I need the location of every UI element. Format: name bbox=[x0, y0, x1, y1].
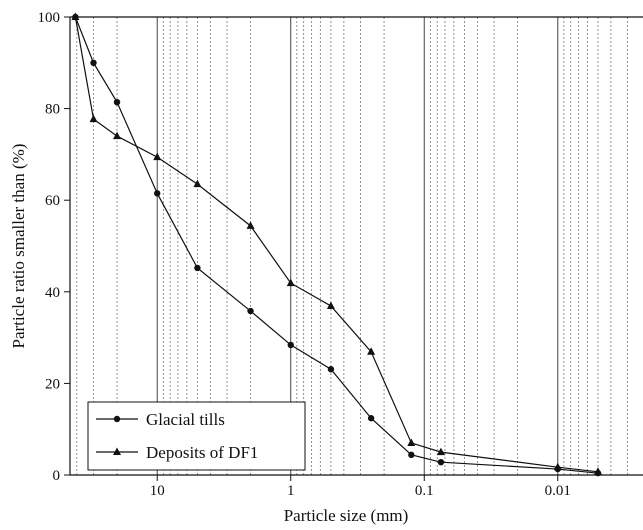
x-tick-label: 0.01 bbox=[545, 483, 571, 499]
marker bbox=[408, 451, 415, 459]
marker bbox=[154, 190, 161, 197]
x-tick-label: 0.1 bbox=[415, 483, 434, 499]
x-axis-label: Particle size (mm) bbox=[284, 506, 409, 525]
marker bbox=[113, 447, 121, 455]
marker bbox=[90, 59, 97, 66]
marker bbox=[153, 152, 162, 161]
marker bbox=[89, 114, 98, 123]
marker bbox=[367, 415, 375, 422]
x-tick-label: 1 bbox=[287, 483, 295, 499]
y-tick-label: 40 bbox=[45, 285, 60, 301]
marker bbox=[437, 458, 445, 466]
marker bbox=[193, 179, 202, 188]
y-tick-label: 100 bbox=[38, 10, 61, 26]
marker bbox=[436, 447, 445, 456]
y-axis-label: Particle ratio smaller than (%) bbox=[9, 144, 28, 349]
marker bbox=[113, 415, 121, 423]
y-tick-label: 60 bbox=[45, 193, 60, 209]
legend-label: Deposits of DF1 bbox=[146, 443, 258, 462]
marker bbox=[287, 341, 294, 349]
legend-box bbox=[87, 401, 306, 471]
marker bbox=[327, 366, 335, 373]
marker bbox=[247, 307, 254, 315]
x-tick-label: 10 bbox=[150, 483, 165, 499]
marker bbox=[286, 278, 295, 287]
marker bbox=[367, 347, 376, 355]
legend-label: Glacial tills bbox=[146, 410, 225, 429]
marker bbox=[407, 438, 416, 446]
marker bbox=[593, 467, 602, 475]
marker bbox=[246, 221, 255, 229]
marker bbox=[71, 12, 80, 20]
marker bbox=[113, 98, 121, 106]
y-tick-label: 80 bbox=[45, 102, 60, 118]
marker bbox=[194, 264, 201, 272]
marker bbox=[113, 131, 122, 140]
y-tick-label: 20 bbox=[45, 376, 60, 392]
marker bbox=[326, 301, 335, 309]
marker bbox=[553, 462, 562, 471]
y-tick-label: 0 bbox=[53, 468, 61, 484]
